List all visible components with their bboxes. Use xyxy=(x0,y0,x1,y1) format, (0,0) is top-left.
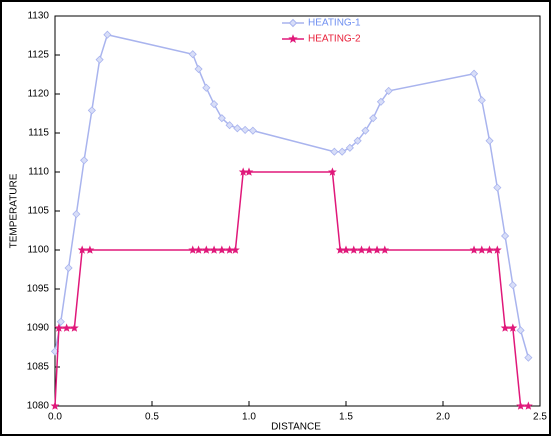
data-point xyxy=(485,245,494,254)
data-point xyxy=(341,245,351,254)
y-tick-label: 1080 xyxy=(27,401,50,412)
data-point xyxy=(376,97,385,106)
data-point xyxy=(477,96,486,105)
data-point xyxy=(361,126,370,135)
data-point xyxy=(372,245,382,254)
data-point xyxy=(188,50,197,59)
x-tick-label: 0.0 xyxy=(48,412,62,423)
data-point xyxy=(516,401,525,410)
data-point xyxy=(338,147,347,156)
x-tick-label: 2.5 xyxy=(533,412,547,423)
data-point xyxy=(349,245,359,254)
data-point xyxy=(62,323,72,332)
data-point xyxy=(80,156,89,165)
legend-label: HEATING-2 xyxy=(308,34,361,45)
data-point xyxy=(345,143,354,152)
x-tick-label: 1.0 xyxy=(242,412,256,423)
data-point xyxy=(357,245,366,254)
data-point xyxy=(77,245,87,254)
data-point xyxy=(492,245,502,254)
data-point xyxy=(103,30,112,39)
data-point xyxy=(56,317,65,326)
x-tick-label: 2.0 xyxy=(436,412,450,423)
y-tick-label: 1110 xyxy=(28,167,49,178)
y-tick-label: 1105 xyxy=(27,206,49,217)
data-point xyxy=(87,106,96,115)
data-point xyxy=(501,231,510,241)
data-point xyxy=(209,245,219,254)
data-point xyxy=(477,245,487,254)
x-tick-label: 1.5 xyxy=(339,412,353,423)
data-point xyxy=(194,64,203,74)
data-point xyxy=(364,245,374,254)
data-point xyxy=(225,121,234,130)
data-point xyxy=(210,100,219,109)
data-point xyxy=(95,55,104,64)
data-point xyxy=(72,210,81,219)
data-point xyxy=(330,147,339,156)
legend-label: HEATING-1 xyxy=(308,18,361,29)
y-tick-label: 1090 xyxy=(27,323,50,334)
data-point xyxy=(380,245,390,254)
legend-marker xyxy=(288,34,298,43)
data-point xyxy=(217,114,226,123)
data-point xyxy=(493,183,502,192)
data-point xyxy=(231,245,240,254)
data-point xyxy=(328,167,337,176)
x-axis-label: DISTANCE xyxy=(271,422,321,433)
data-point xyxy=(64,263,73,273)
data-point xyxy=(469,245,479,254)
data-point xyxy=(353,136,362,145)
data-point xyxy=(516,326,525,335)
x-tick-label: 0.5 xyxy=(145,412,159,423)
data-point xyxy=(194,245,203,254)
data-point xyxy=(469,69,479,78)
data-point xyxy=(485,136,494,145)
data-point xyxy=(201,245,211,254)
data-point xyxy=(241,125,250,134)
legend-marker xyxy=(288,18,298,28)
data-point xyxy=(244,167,254,176)
y-tick-label: 1125 xyxy=(27,50,49,61)
data-point xyxy=(85,245,95,254)
data-point xyxy=(500,323,510,332)
y-tick-label: 1130 xyxy=(27,11,49,22)
data-point xyxy=(54,323,64,332)
y-tick-label: 1115 xyxy=(28,128,49,139)
y-tick-label: 1095 xyxy=(27,284,50,295)
data-point xyxy=(50,401,60,410)
y-tick-label: 1100 xyxy=(27,245,49,256)
data-point xyxy=(202,83,211,92)
y-tick-label: 1085 xyxy=(27,362,50,373)
y-axis-label: TEMPERATURE xyxy=(9,173,20,248)
data-point xyxy=(508,281,517,290)
y-tick-label: 1120 xyxy=(27,89,49,100)
data-point xyxy=(217,245,227,254)
data-point xyxy=(508,323,518,332)
data-point xyxy=(248,126,257,135)
data-point xyxy=(384,86,393,95)
data-point xyxy=(233,124,242,133)
data-point xyxy=(369,114,378,123)
data-point xyxy=(523,401,533,410)
data-point xyxy=(524,353,533,362)
data-point xyxy=(70,323,79,332)
